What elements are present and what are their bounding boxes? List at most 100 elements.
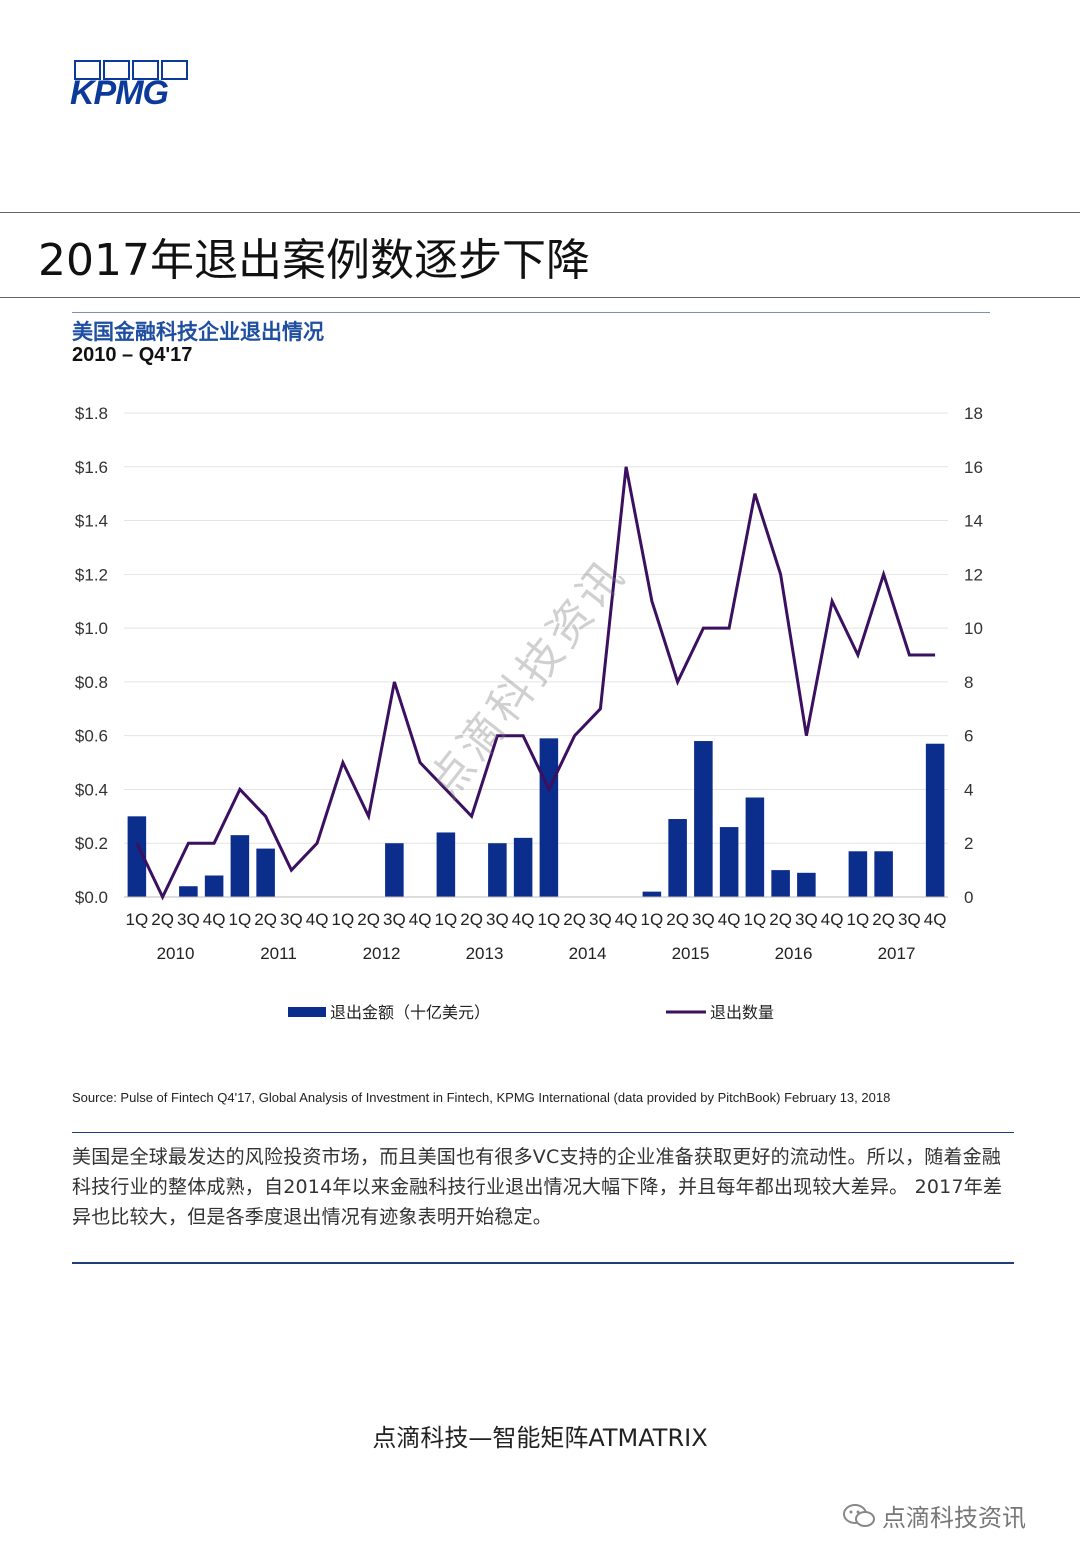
header-rule (0, 212, 1080, 213)
quarter-label: 1Q (538, 910, 561, 929)
quarter-label: 3Q (280, 910, 303, 929)
quarter-label: 2Q (769, 910, 792, 929)
quarter-label: 4Q (203, 910, 226, 929)
quarter-label: 1Q (229, 910, 252, 929)
bar (436, 832, 456, 897)
legend-bar-label: 退出金额（十亿美元） (330, 1003, 490, 1022)
exit-chart: $0.0 $0.2 $0.4 $0.6 $0.8 $1.0 $1.2 $1.4 $1.6 $1.8… (75, 404, 983, 1022)
right-tick-label: 2 (964, 834, 973, 853)
wechat-account: 点滴科技资讯 (842, 1498, 1026, 1533)
exit-count-line (135, 466, 936, 901)
right-tick-label: 12 (964, 565, 983, 584)
quarter-label: 4Q (306, 910, 329, 929)
bar (230, 835, 250, 897)
bar (513, 837, 533, 897)
bar (874, 851, 893, 897)
source-note: Source: Pulse of Fintech Q4'17, Global A… (72, 1090, 891, 1105)
quarter-label: 2Q (460, 910, 483, 929)
title-rule (0, 297, 1080, 298)
quarter-label: 1Q (332, 910, 355, 929)
quarter-label: 2Q (872, 910, 895, 929)
year-label: 2016 (775, 944, 813, 963)
bar (204, 875, 224, 897)
legend-line-label: 退出数量 (710, 1003, 774, 1022)
bar (925, 743, 945, 897)
legend-bar-swatch (288, 1007, 326, 1017)
right-tick-label: 8 (964, 673, 973, 692)
quarter-label: 1Q (847, 910, 870, 929)
left-tick-label: $0.0 (75, 888, 108, 907)
quarter-label: 4Q (615, 910, 638, 929)
right-tick-label: 16 (964, 458, 983, 477)
quarter-label: 1Q (641, 910, 664, 929)
quarter-label: 3Q (795, 910, 818, 929)
left-tick-label: $0.2 (75, 834, 108, 853)
bar (771, 870, 790, 897)
left-tick-label: $0.8 (75, 673, 108, 692)
bar (797, 872, 816, 897)
quarter-label: 4Q (718, 910, 741, 929)
chart-top-rule (72, 312, 990, 313)
body-bottom-rule (72, 1262, 1014, 1264)
quarter-label: 4Q (821, 910, 844, 929)
chart-subtitle: 2010 – Q4'17 (72, 344, 193, 366)
quarter-label: 1Q (744, 910, 767, 929)
right-tick-label: 18 (964, 404, 983, 423)
left-tick-label: $0.6 (75, 727, 108, 746)
quarter-label: 4Q (924, 910, 947, 929)
quarter-label: 3Q (692, 910, 715, 929)
left-tick-label: $1.2 (75, 565, 108, 584)
bar (694, 741, 713, 897)
right-tick-label: 0 (964, 888, 973, 907)
left-tick-label: $1.4 (75, 512, 108, 531)
kpmg-logo: KPMG (70, 60, 192, 112)
year-label: 2013 (466, 944, 504, 963)
left-tick-label: $1.8 (75, 404, 108, 423)
quarter-label: 3Q (383, 910, 406, 929)
logo-boxes (74, 60, 188, 82)
quarter-label: 4Q (409, 910, 432, 929)
quarter-label: 1Q (435, 910, 458, 929)
right-tick-label: 10 (964, 619, 983, 638)
footer-text: 点滴科技—智能矩阵ATMATRIX (372, 1424, 708, 1452)
bar (256, 848, 275, 897)
right-tick-label: 14 (964, 512, 983, 531)
year-label: 2011 (260, 944, 297, 963)
bar (745, 797, 765, 897)
quarter-label: 3Q (589, 910, 612, 929)
left-tick-label: $0.4 (75, 780, 108, 799)
bar (539, 738, 559, 897)
bar (179, 886, 198, 897)
bar (642, 891, 662, 897)
quarter-label: 2Q (357, 910, 380, 929)
body-paragraph: 美国是全球最发达的风险投资市场，而且美国也有很多VC支持的企业准备获取更好的流动… (72, 1146, 1003, 1228)
left-tick-label: $1.6 (75, 458, 108, 477)
quarter-label: 3Q (898, 910, 921, 929)
left-tick-label: $1.0 (75, 619, 108, 638)
bar (385, 843, 404, 897)
chart-title: 美国金融科技企业退出情况 (72, 320, 324, 344)
year-label: 2012 (363, 944, 401, 963)
body-top-rule (72, 1132, 1014, 1133)
year-label: 2015 (672, 944, 710, 963)
year-label: 2010 (157, 944, 195, 963)
quarter-label: 3Q (177, 910, 200, 929)
quarter-label: 2Q (563, 910, 586, 929)
bar (719, 827, 739, 897)
year-label: 2014 (569, 944, 607, 963)
year-label: 2017 (878, 944, 916, 963)
quarter-label: 2Q (666, 910, 689, 929)
wechat-icon (843, 1503, 875, 1527)
quarter-label: 3Q (486, 910, 509, 929)
bar (668, 819, 687, 897)
quarter-label: 1Q (126, 910, 149, 929)
right-tick-label: 4 (964, 780, 973, 799)
bar (848, 851, 868, 897)
right-tick-label: 6 (964, 727, 973, 746)
logo-text: KPMG (70, 74, 169, 112)
bar (127, 816, 147, 897)
bar (488, 843, 507, 897)
wechat-label: 点滴科技资讯 (882, 1504, 1026, 1532)
quarter-label: 4Q (512, 910, 535, 929)
quarter-label: 2Q (151, 910, 174, 929)
